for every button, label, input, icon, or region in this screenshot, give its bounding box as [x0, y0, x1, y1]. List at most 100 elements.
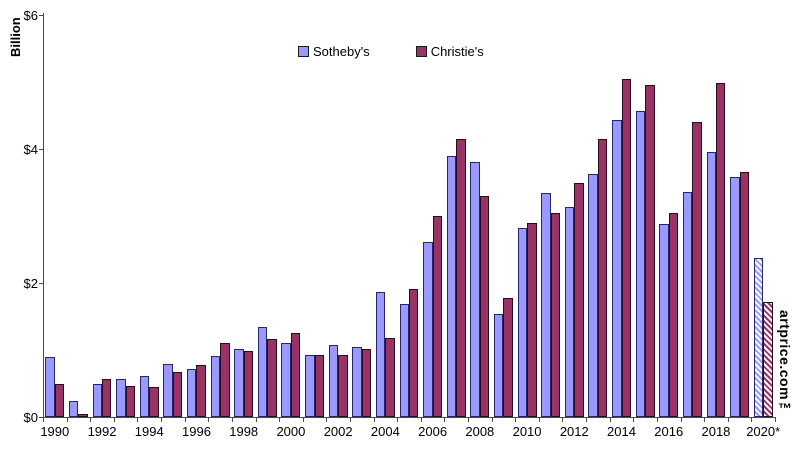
x-axis-tick [420, 418, 422, 422]
bar-christies-1995 [172, 372, 183, 417]
x-tick-label-1996: 1996 [182, 424, 211, 439]
x-axis-tick [373, 418, 375, 422]
bar-sothebys-2012 [564, 207, 575, 417]
bar-sothebys-2015 [635, 110, 646, 417]
bar-sothebys-1992 [92, 384, 103, 417]
christies-swatch-icon [415, 46, 427, 57]
y-tick-label-6: $6 [23, 8, 38, 23]
y-axis-title: Billion [8, 17, 23, 57]
x-tick-label-2010: 2010 [512, 424, 542, 439]
legend-item-christies: Christie's [415, 44, 484, 59]
bar-christies-1991 [78, 413, 88, 417]
bar-christies-2002 [338, 354, 348, 417]
bar-sothebys-2011 [541, 192, 551, 417]
x-tick-label-2016: 2016 [654, 424, 684, 439]
x-axis-tick [302, 418, 304, 422]
y-tick-label-0: $0 [23, 410, 38, 425]
y-axis-tick [39, 417, 43, 418]
bar-christies-2000 [290, 332, 301, 417]
bar-sothebys-2000 [281, 343, 291, 417]
x-tick-label-2000: 2000 [276, 424, 306, 439]
bar-christies-2013 [597, 138, 608, 417]
bar-sothebys-2010 [517, 228, 528, 417]
bar-christies-2007 [456, 138, 466, 417]
x-axis-tick [255, 418, 257, 422]
x-tick-label-2004: 2004 [370, 424, 400, 439]
x-axis-tick [349, 418, 351, 422]
bar-sothebys-2013 [588, 173, 598, 417]
x-axis-tick [113, 418, 115, 422]
x-axis-tick [43, 418, 44, 422]
x-axis-tick [231, 418, 233, 422]
x-axis-tick [208, 418, 210, 422]
legend-label-sothebys: Sotheby's [313, 44, 370, 59]
x-axis-tick [279, 418, 281, 422]
x-axis-tick [468, 418, 470, 422]
bar-sothebys-2019 [730, 177, 740, 417]
bar-sothebys-1995 [163, 364, 173, 417]
x-tick-label-2002: 2002 [323, 424, 353, 439]
x-axis-tick [90, 418, 92, 422]
x-axis-line [40, 417, 776, 418]
x-tick-label-1998: 1998 [229, 424, 259, 439]
bar-christies-2019 [739, 172, 750, 417]
bar-sothebys-2005 [399, 304, 409, 417]
x-tick-label-2012: 2012 [559, 424, 589, 439]
y-axis-tick [39, 149, 43, 150]
x-axis-tick [538, 418, 540, 422]
legend-label-christies: Christie's [430, 44, 484, 59]
y-tick-label-2: $2 [23, 276, 38, 291]
bar-christies-2014 [621, 78, 631, 417]
x-axis-tick [515, 418, 517, 422]
bar-sothebys-1998 [234, 349, 244, 417]
bar-christies-1997 [220, 342, 230, 417]
bar-sothebys-1990 [45, 356, 55, 417]
bar-christies-1999 [267, 339, 277, 417]
bar-christies-1990 [54, 383, 65, 417]
legend-item-sothebys: Sotheby's [298, 44, 370, 59]
y-axis-tick [39, 283, 43, 284]
bar-sothebys-1991 [68, 400, 79, 417]
x-axis-tick [161, 418, 163, 422]
x-axis-tick [656, 418, 658, 422]
bar-christies-1994 [149, 386, 159, 417]
x-tick-label-2006: 2006 [418, 424, 448, 439]
bar-christies-2011 [550, 212, 561, 417]
bar-christies-2015 [645, 84, 655, 417]
x-tick-label-2020: 2020* [746, 424, 781, 439]
x-tick-label-2018: 2018 [701, 424, 731, 439]
bar-christies-1992 [102, 378, 112, 417]
x-axis-tick [397, 418, 399, 422]
bar-sothebys-1994 [139, 376, 150, 417]
bar-sothebys-2002 [328, 345, 339, 417]
legend: Sotheby's Christie's [298, 44, 484, 59]
bar-christies-2003 [361, 349, 372, 417]
bar-sothebys-2009 [494, 314, 504, 417]
x-tick-label-1992: 1992 [87, 424, 117, 439]
bar-christies-2017 [692, 122, 702, 417]
y-tick-label-4: $4 [23, 142, 38, 157]
bar-christies-2001 [314, 354, 324, 417]
bar-sothebys-2008 [470, 162, 480, 417]
x-axis-tick [66, 418, 68, 422]
bar-sothebys-2020 [753, 257, 764, 417]
bar-sothebys-2014 [612, 119, 622, 417]
bar-christies-2010 [527, 223, 537, 417]
bar-christies-2012 [574, 183, 584, 417]
bar-christies-2005 [409, 289, 419, 417]
x-tick-label-1990: 1990 [40, 424, 70, 439]
bar-christies-2020 [763, 301, 773, 417]
x-axis-tick [184, 418, 186, 422]
bar-christies-1996 [196, 365, 206, 417]
bar-sothebys-2001 [305, 354, 315, 417]
bar-sothebys-2016 [659, 224, 669, 417]
bar-sothebys-2017 [682, 191, 693, 417]
x-axis-tick [727, 418, 729, 422]
artprice-watermark: artprice.com™ [777, 310, 793, 417]
bar-christies-1998 [243, 350, 254, 417]
x-axis-tick [680, 418, 682, 422]
bar-sothebys-2003 [352, 347, 362, 417]
bar-christies-2009 [503, 297, 513, 417]
bar-sothebys-1997 [210, 356, 221, 417]
bar-sothebys-1996 [187, 368, 197, 417]
